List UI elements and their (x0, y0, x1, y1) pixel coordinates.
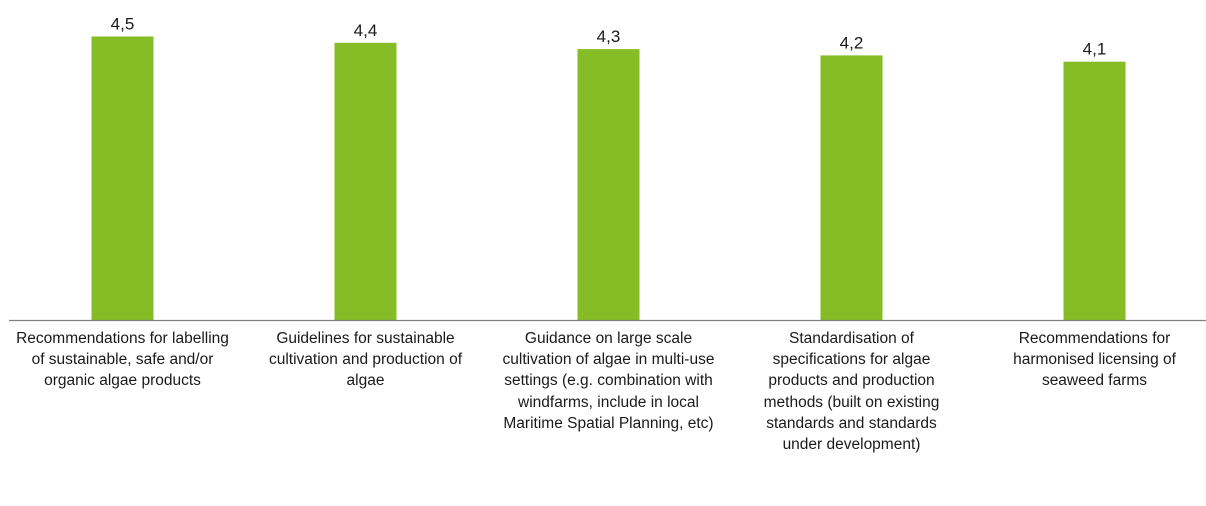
bar (1063, 61, 1126, 320)
bar-value-label: 4,3 (597, 27, 621, 46)
bar (820, 55, 883, 321)
category-label: Recommendations for labelling of sustain… (16, 330, 229, 390)
value-labels-group: 4,5 4,4 4,3 4,2 4,1 (111, 15, 1107, 59)
bar (91, 36, 154, 320)
bar-value-label: 4,5 (111, 15, 135, 34)
category-label: Standardisation of specifications for al… (763, 330, 940, 454)
category-label: Guidelines for sustainable cultivation a… (268, 330, 463, 390)
bar (334, 42, 397, 321)
bar-value-label: 4,1 (1083, 40, 1107, 59)
bar-value-label: 4,2 (840, 33, 864, 52)
bar (577, 49, 640, 320)
bar-value-label: 4,4 (354, 21, 378, 40)
category-label: Recommendations for harmonised licensing… (1013, 330, 1176, 390)
category-label: Guidance on large scale cultivation of a… (502, 330, 715, 432)
bars-group (91, 36, 1126, 321)
